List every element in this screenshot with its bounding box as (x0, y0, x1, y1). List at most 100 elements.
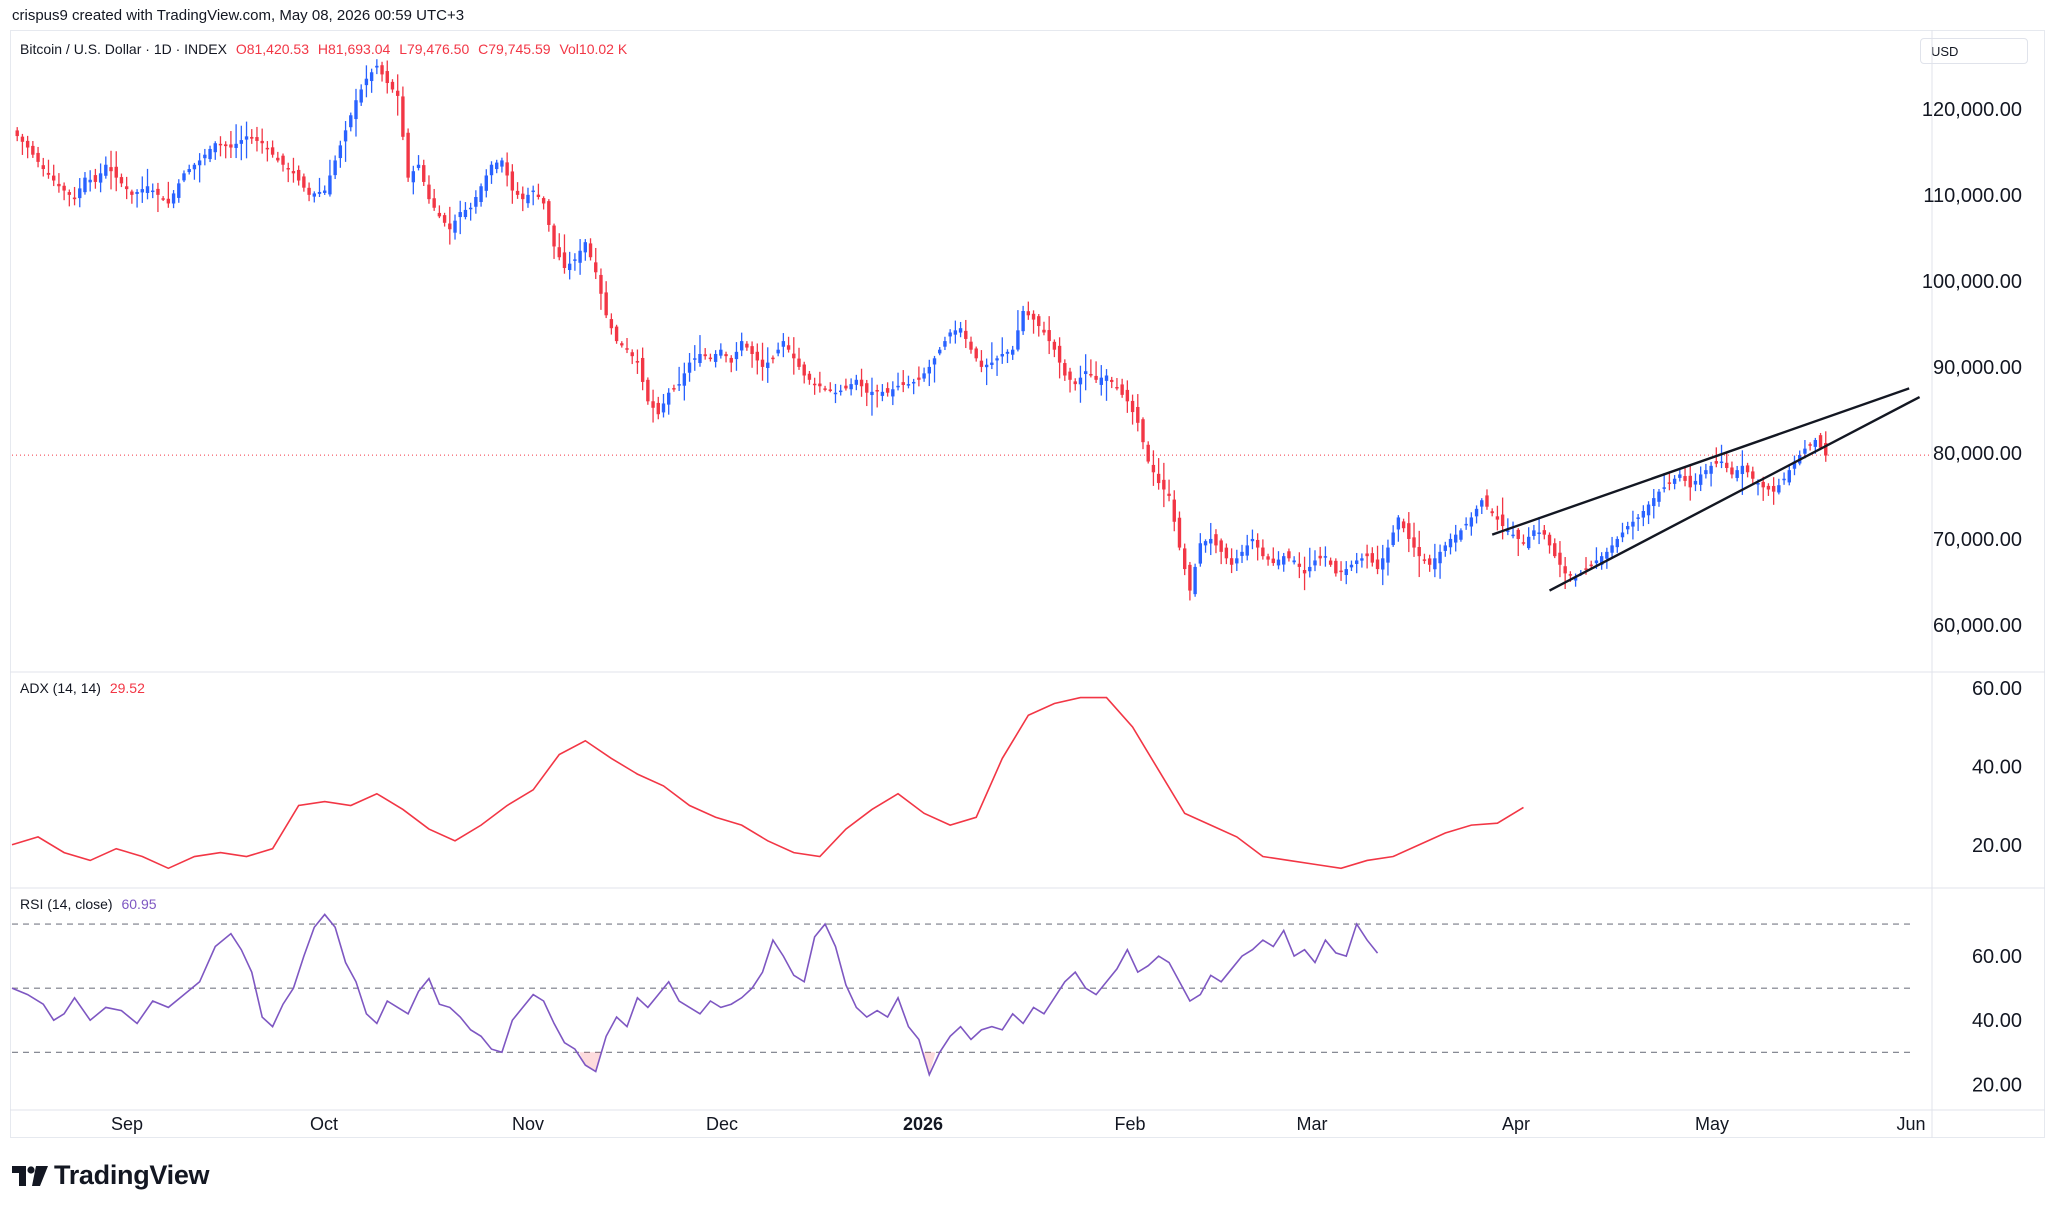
rsi-pane[interactable] (11, 913, 1910, 1077)
candle-body (979, 360, 984, 367)
candle-body (823, 388, 827, 390)
candle-body (1323, 556, 1328, 558)
candle-body (1641, 511, 1646, 518)
candle-body (1407, 523, 1411, 539)
high-value: H81,693.04 (317, 41, 391, 57)
candle-body (1824, 443, 1828, 456)
candle-body (1219, 540, 1223, 552)
candle-body (1063, 363, 1067, 376)
candle-body (588, 243, 593, 258)
candle-body (1693, 480, 1698, 485)
candle-body (234, 143, 238, 148)
candle-body (734, 351, 739, 360)
candle-body (182, 173, 186, 181)
candle-body (1740, 465, 1745, 475)
candle-body (917, 377, 921, 380)
candle-body (1547, 534, 1552, 546)
volume-value: Vol10.02 K (559, 41, 628, 57)
price-pane[interactable] (12, 59, 1930, 601)
candle-body (484, 175, 488, 191)
candle-body (1542, 530, 1547, 535)
candle-body (166, 198, 171, 204)
rsi-oversold-fill (579, 1052, 602, 1072)
candle-body (1756, 483, 1760, 485)
candle-body (792, 353, 796, 359)
tradingview-logo-icon (12, 1165, 48, 1186)
adx-axis-tick-label: 20.00 (1972, 835, 2022, 857)
adx-legend[interactable]: ADX (14, 14) 29.52 (20, 680, 150, 696)
candle-body (41, 165, 45, 170)
candle-body (870, 391, 874, 396)
candle-body (83, 177, 87, 193)
candle-body (1636, 517, 1640, 519)
candle-body (1610, 545, 1614, 553)
candle-body (635, 361, 640, 363)
symbol-label[interactable]: Bitcoin / U.S. Dollar · 1D · INDEX (20, 41, 227, 57)
candle-body (614, 326, 619, 342)
candle-body (453, 220, 457, 233)
open-value: O81,420.53 (235, 41, 309, 57)
candle-body (385, 71, 389, 84)
candle-body (667, 392, 671, 405)
candle-body (1078, 377, 1083, 385)
candle-body (536, 194, 541, 197)
price-scale[interactable]: 120,000.00 110,000.00 100,000.00 90,000.00 8… (1922, 99, 2022, 1097)
time-scale[interactable]: Sep Oct Nov Dec 2026 Feb Mar Apr May Jun (111, 1114, 1926, 1134)
tradingview-logo[interactable]: TradingView (12, 1160, 210, 1191)
candle-body (1068, 371, 1072, 380)
candle-body (239, 140, 244, 144)
candle-body (1146, 444, 1150, 462)
candle-body (1354, 560, 1359, 564)
candle-body (468, 207, 473, 210)
candle-body (1193, 566, 1197, 595)
candle-body (1808, 444, 1812, 446)
candle-body (1365, 553, 1369, 557)
candle-body (1302, 570, 1307, 574)
candle-body (1511, 534, 1515, 537)
candle-body (859, 379, 864, 387)
rsi-legend[interactable]: RSI (14, close) 60.95 (20, 896, 162, 912)
candle-body (109, 167, 113, 172)
candle-body (375, 65, 379, 68)
currency-button[interactable]: USD (1920, 38, 2028, 64)
candle-body (797, 358, 801, 367)
candle-body (708, 357, 713, 360)
adx-pane[interactable] (11, 696, 1524, 870)
pane-separators (10, 30, 2045, 1138)
adx-name: ADX (14, 14) (20, 680, 101, 696)
candle-body (854, 379, 859, 385)
candle-body (333, 160, 337, 176)
candle-body (505, 162, 509, 176)
candle-body (1422, 559, 1427, 561)
candle-body (812, 383, 817, 386)
time-axis-label: Feb (1114, 1114, 1145, 1134)
candle-body (703, 354, 707, 357)
candle-body (1454, 534, 1458, 543)
candle-body (1297, 563, 1302, 567)
candle-body (839, 390, 843, 393)
candle-body (343, 130, 348, 142)
candle-body (302, 176, 306, 188)
candle-body (276, 157, 280, 161)
candle-body (802, 364, 806, 376)
candle-body (1678, 474, 1682, 478)
candle-body (760, 359, 765, 367)
candle-body (1011, 349, 1015, 355)
candle-body (995, 358, 999, 361)
candle-body (1683, 476, 1687, 481)
candle-body (380, 65, 384, 75)
time-axis-label: 2026 (903, 1114, 943, 1134)
candle-body (135, 191, 139, 194)
candle-body (1026, 311, 1031, 316)
candle-body (661, 403, 666, 413)
rsi-line (11, 913, 1379, 1077)
candle-body (208, 148, 212, 160)
candle-body (177, 183, 181, 198)
candle-body (1761, 481, 1765, 488)
candle-body (651, 401, 655, 408)
candle-body (729, 357, 733, 363)
candle-body (463, 209, 468, 218)
candle-body (1370, 553, 1375, 563)
candle-body (1594, 560, 1599, 564)
